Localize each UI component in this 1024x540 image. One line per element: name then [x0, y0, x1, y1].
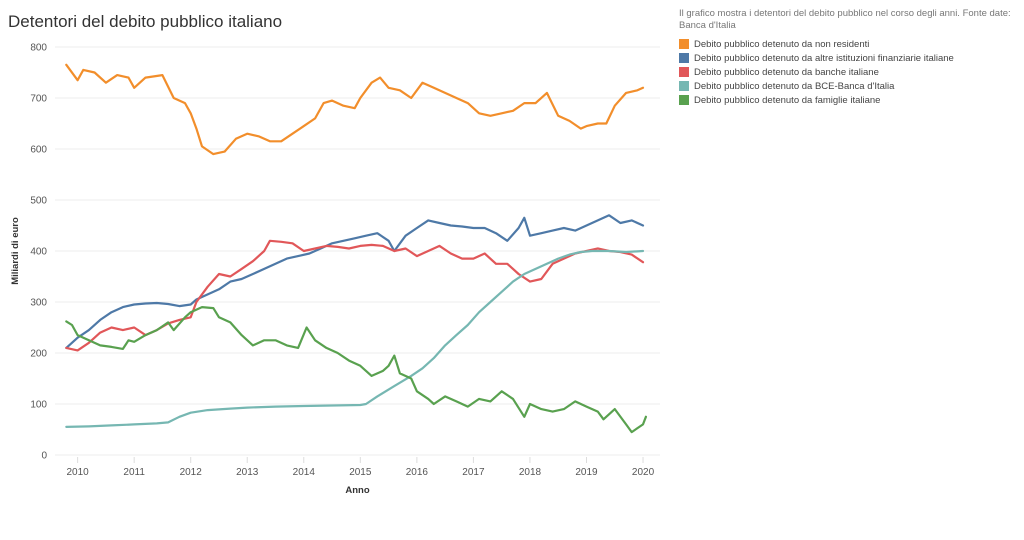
y-tick-label: 0 [41, 451, 47, 462]
series-line-banche[interactable] [65, 239, 645, 352]
x-tick-label: 2011 [123, 467, 145, 478]
legend-label: Debito pubblico detenuto da banche itali… [694, 66, 879, 78]
legend-label: Debito pubblico detenuto da famiglie ita… [694, 94, 881, 106]
series-line-altre-istituzioni[interactable] [65, 214, 645, 349]
series-line-non-residenti[interactable] [65, 63, 645, 156]
legend-swatch [679, 95, 689, 105]
series-line-famiglie[interactable] [65, 306, 647, 434]
y-tick-label: 100 [30, 400, 47, 411]
x-tick-label: 2019 [575, 467, 598, 478]
legend-item-non-residenti[interactable]: Debito pubblico detenuto da non resident… [679, 37, 1019, 51]
y-tick-label: 800 [30, 43, 47, 54]
legend-item-altre-istituzioni[interactable]: Debito pubblico detenuto da altre istitu… [679, 51, 1019, 65]
legend-swatch [679, 39, 689, 49]
legend-description: Il grafico mostra i detentori del debito… [679, 8, 1011, 31]
legend-item-banche[interactable]: Debito pubblico detenuto da banche itali… [679, 65, 1019, 79]
y-tick-label: 200 [30, 349, 47, 360]
legend-item-bce[interactable]: Debito pubblico detenuto da BCE-Banca d'… [679, 79, 1019, 93]
y-tick-label: 600 [30, 145, 47, 156]
y-tick-label: 300 [30, 298, 47, 309]
legend-swatch [679, 67, 689, 77]
legend-label: Debito pubblico detenuto da BCE-Banca d'… [694, 80, 895, 92]
x-tick-label: 2017 [462, 467, 485, 478]
legend-swatch [679, 81, 689, 91]
y-axis-title: Miliardi di euro [10, 217, 21, 285]
legend: Il grafico mostra i detentori del debito… [679, 8, 1019, 107]
legend-label: Debito pubblico detenuto da altre istitu… [694, 52, 954, 64]
x-tick-label: 2018 [519, 467, 542, 478]
legend-swatch [679, 53, 689, 63]
x-tick-label: 2013 [236, 467, 259, 478]
y-tick-label: 400 [30, 247, 47, 258]
x-axis-title: Anno [345, 485, 369, 496]
chart-title: Detentori del debito pubblico italiano [8, 12, 283, 31]
x-tick-label: 2014 [293, 467, 316, 478]
y-tick-label: 500 [30, 196, 47, 207]
x-tick-label: 2012 [180, 467, 203, 478]
legend-label: Debito pubblico detenuto da non resident… [694, 38, 870, 50]
x-tick-label: 2010 [66, 467, 89, 478]
x-tick-label: 2016 [406, 467, 429, 478]
legend-item-famiglie[interactable]: Debito pubblico detenuto da famiglie ita… [679, 93, 1019, 107]
series-line-bce[interactable] [65, 249, 645, 428]
x-tick-label: 2015 [349, 467, 372, 478]
y-tick-label: 700 [30, 94, 47, 105]
x-tick-label: 2020 [632, 467, 655, 478]
